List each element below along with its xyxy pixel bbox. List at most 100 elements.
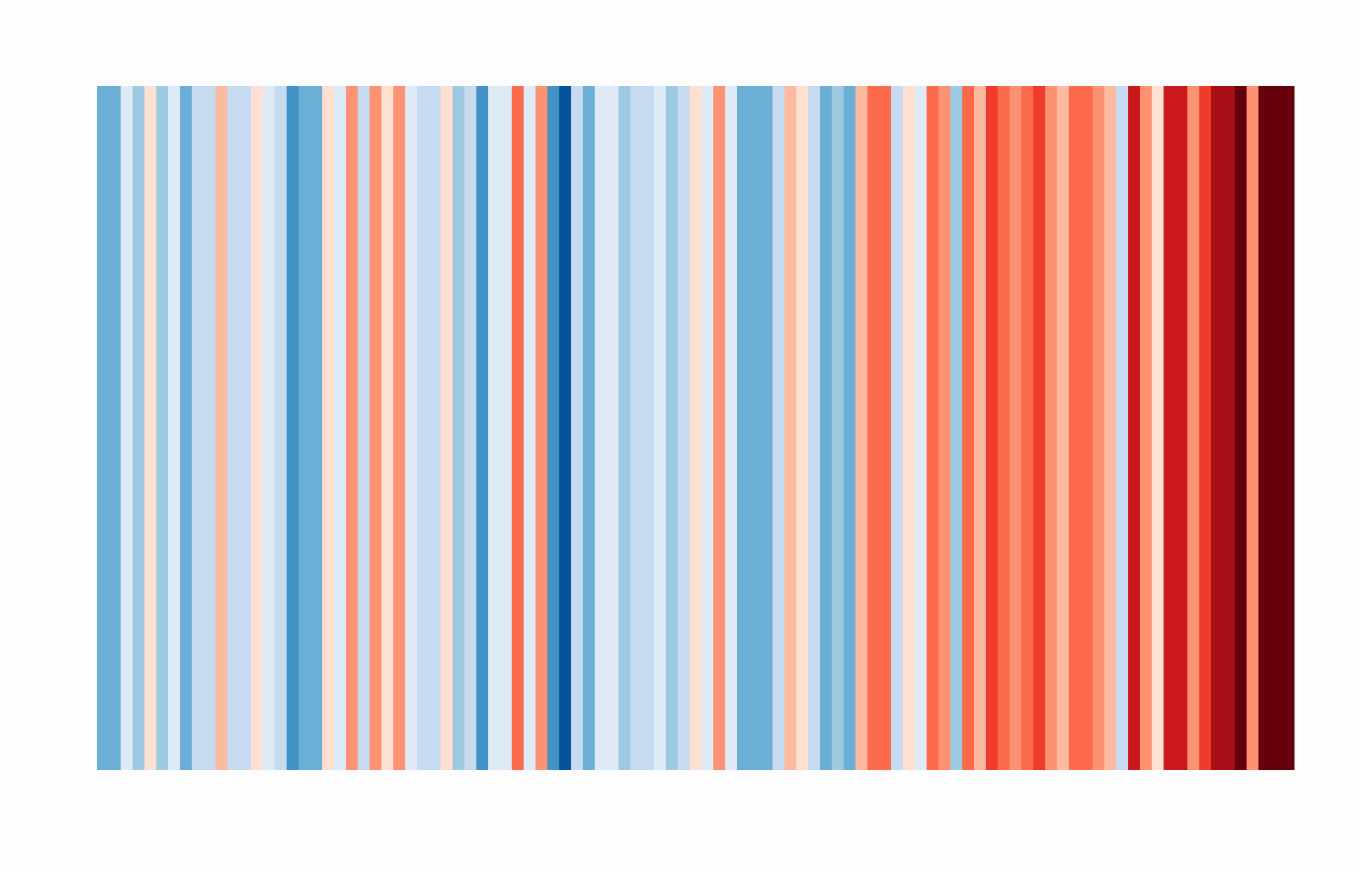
stripe	[511, 86, 525, 770]
stripe	[677, 86, 691, 770]
stripe	[1199, 86, 1212, 770]
stripe	[345, 86, 359, 770]
stripe	[108, 86, 122, 770]
stripe	[606, 86, 619, 770]
stripe	[594, 86, 608, 770]
stripe	[808, 86, 821, 770]
stripe	[1068, 86, 1082, 770]
stripe	[831, 86, 845, 770]
stripe	[1282, 86, 1295, 770]
stripe	[630, 86, 643, 770]
stripe	[950, 86, 963, 770]
stripe	[369, 86, 382, 770]
stripe	[274, 86, 288, 770]
stripe	[156, 86, 169, 770]
stripe	[322, 86, 335, 770]
stripe	[760, 86, 774, 770]
stripe	[1187, 86, 1200, 770]
stripe	[334, 86, 347, 770]
stripe	[215, 86, 228, 770]
stripe	[642, 86, 655, 770]
stripe	[428, 86, 442, 770]
stripe	[1128, 86, 1141, 770]
stripe	[1246, 86, 1259, 770]
stripe	[298, 86, 311, 770]
stripe	[488, 86, 501, 770]
stripe	[784, 86, 797, 770]
stripe	[701, 86, 714, 770]
stripe	[191, 86, 205, 770]
stripe	[1234, 86, 1248, 770]
stripe	[523, 86, 537, 770]
stripe	[1116, 86, 1129, 770]
stripe	[405, 86, 418, 770]
stripe	[867, 86, 880, 770]
stripe	[1151, 86, 1165, 770]
stripe	[452, 86, 465, 770]
stripe	[571, 86, 584, 770]
stripe	[262, 86, 276, 770]
stripe	[239, 86, 252, 770]
stripe	[168, 86, 181, 770]
stripe	[1139, 86, 1153, 770]
stripe	[772, 86, 785, 770]
stripe	[416, 86, 430, 770]
stripe	[926, 86, 939, 770]
stripe	[689, 86, 702, 770]
stripe	[665, 86, 679, 770]
stripe	[1104, 86, 1117, 770]
stripe	[1021, 86, 1034, 770]
stripe	[1009, 86, 1022, 770]
stripe	[286, 86, 299, 770]
stripe	[1056, 86, 1070, 770]
stripe	[985, 86, 999, 770]
stripe	[1163, 86, 1176, 770]
stripe	[476, 86, 489, 770]
stripe	[1211, 86, 1224, 770]
stripe	[974, 86, 987, 770]
stripe	[997, 86, 1011, 770]
stripe	[179, 86, 193, 770]
stripe	[654, 86, 667, 770]
stripe	[736, 86, 750, 770]
stripe	[310, 86, 323, 770]
stripe	[819, 86, 833, 770]
stripe	[464, 86, 477, 770]
stripe	[1092, 86, 1105, 770]
stripe	[902, 86, 916, 770]
stripe	[938, 86, 951, 770]
stripe	[1222, 86, 1236, 770]
stripe	[381, 86, 394, 770]
stripe	[393, 86, 406, 770]
stripe	[855, 86, 868, 770]
stripe	[357, 86, 371, 770]
stripe	[203, 86, 217, 770]
stripe	[547, 86, 560, 770]
stripe	[440, 86, 454, 770]
stripe	[144, 86, 157, 770]
stripe	[962, 86, 975, 770]
stripe	[97, 86, 110, 770]
stripe	[251, 86, 264, 770]
stripe	[1270, 86, 1283, 770]
stripe	[1175, 86, 1188, 770]
stripe	[582, 86, 596, 770]
stripe	[1258, 86, 1271, 770]
stripe	[132, 86, 145, 770]
stripe	[535, 86, 548, 770]
stripe	[499, 86, 513, 770]
stripe	[120, 86, 134, 770]
stripe	[725, 86, 738, 770]
stripe	[891, 86, 904, 770]
stripe	[748, 86, 762, 770]
stripe	[843, 86, 856, 770]
stripe	[879, 86, 892, 770]
stripe	[559, 86, 572, 770]
stripe	[618, 86, 631, 770]
stripe	[914, 86, 928, 770]
stripe	[227, 86, 240, 770]
stripe	[1045, 86, 1058, 770]
stripe	[1080, 86, 1094, 770]
